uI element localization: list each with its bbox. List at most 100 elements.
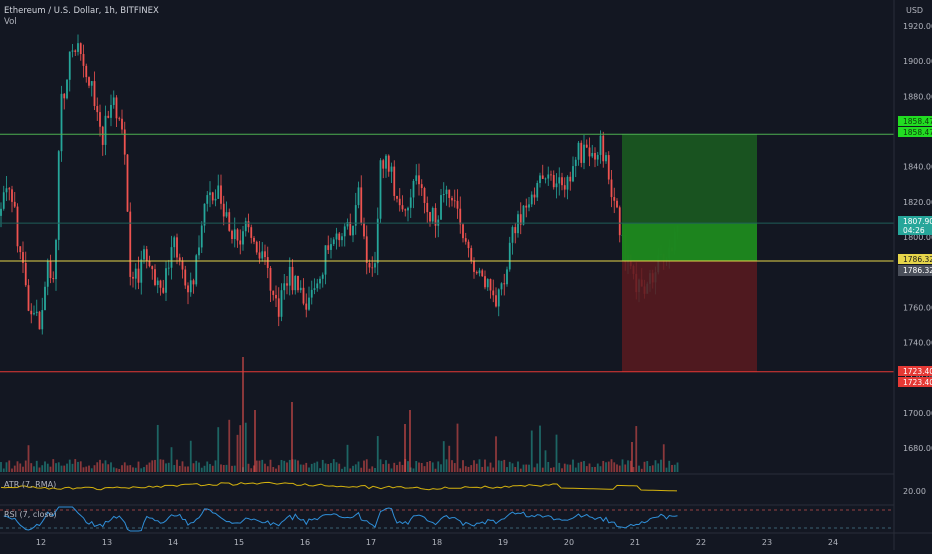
volume-legend[interactable]: Vol [4, 17, 17, 27]
volume-bar [544, 450, 547, 472]
candle-body [90, 81, 93, 86]
atr-legend[interactable]: ATR (7, RMA) [4, 480, 56, 489]
time-axis[interactable]: 12 13 14 15 16 17 18 19 20 21 22 23 24 [36, 538, 838, 547]
candle-body [495, 295, 497, 307]
candle-body [514, 227, 517, 234]
candle-body [464, 238, 467, 242]
candle-body [225, 212, 228, 217]
candle-body [555, 183, 558, 188]
candle-body [547, 174, 550, 179]
volume-bar [280, 459, 283, 472]
candle-body [33, 313, 35, 315]
candle-body [118, 118, 121, 120]
volume-bar [453, 463, 456, 472]
symbol-title[interactable]: Ethereum / U.S. Dollar, 1h, BITFINEX [4, 6, 159, 16]
volume-bar [651, 465, 654, 472]
candle-body [258, 252, 261, 259]
candle-body [228, 212, 231, 231]
volume-bar [68, 459, 71, 472]
candle-body [101, 126, 104, 145]
candle-body [594, 153, 596, 160]
candle-body [401, 205, 404, 210]
rsi-pane[interactable] [0, 506, 894, 532]
volume-bar [63, 465, 66, 472]
volume-bar [66, 463, 68, 472]
candle-body [605, 155, 607, 162]
loss-zone[interactable] [622, 261, 757, 372]
candle-body [294, 275, 297, 291]
volume-bar [0, 462, 2, 472]
candle-body [49, 260, 52, 279]
candle-body [497, 289, 500, 307]
volume-bar [217, 427, 220, 472]
candle-body [302, 287, 305, 304]
volume-bar [30, 463, 33, 472]
price-tick-label: 1760.00 [903, 303, 932, 312]
volume-bar [470, 465, 473, 472]
candle-body [541, 175, 544, 179]
volume-bar [591, 466, 594, 472]
volume-bar [338, 463, 341, 472]
volume-bar [585, 466, 588, 472]
volume-bar [299, 464, 302, 472]
countdown-text: 04:26 [903, 226, 925, 235]
volume-bar [514, 467, 517, 472]
volume-bar [660, 459, 662, 472]
candle-body [618, 207, 621, 236]
volume-bar [231, 465, 233, 472]
volume-bar [563, 463, 566, 472]
volume-bar [676, 462, 679, 472]
candle-body [363, 223, 365, 237]
profit-zone-active[interactable] [622, 223, 757, 262]
volume-bar [324, 463, 327, 472]
candle-body [41, 310, 44, 330]
volume-bar [99, 459, 101, 472]
volume-bar [253, 465, 255, 472]
candle-body [445, 189, 448, 195]
volume-bar [632, 467, 635, 472]
candle-body [599, 135, 602, 155]
volume-bar [440, 464, 442, 472]
candle-body [38, 311, 41, 330]
candle-body [299, 287, 302, 291]
atr-pane[interactable] [0, 481, 678, 492]
volume-bar [250, 468, 253, 472]
candle-body [352, 225, 354, 236]
volume-bar [522, 464, 525, 472]
candle-body [148, 261, 151, 267]
candle-body [231, 230, 233, 240]
volume-bar [574, 467, 577, 472]
candle-body [71, 50, 74, 52]
volume-bar [22, 466, 24, 472]
rsi-line [3, 506, 678, 532]
volume-bar [77, 461, 79, 472]
volume-bar [156, 424, 159, 472]
candle-body [561, 177, 563, 186]
candle-body [420, 184, 423, 189]
volume-bar [390, 468, 393, 472]
rsi-legend[interactable]: RSI (7, close) [4, 510, 57, 519]
candle-body [434, 207, 437, 226]
candle-body [390, 166, 393, 172]
candle-body [596, 154, 599, 160]
candle-body [35, 311, 38, 314]
volume-bar [261, 459, 264, 472]
volume-bar [539, 425, 541, 472]
candle-body [192, 280, 195, 285]
candle-body [244, 221, 247, 232]
volume-bar [552, 467, 555, 472]
atr-axis-label: 20.00 [903, 487, 926, 496]
entry-badge-text-a: 1786.32 [903, 255, 932, 264]
candle-body [330, 244, 332, 250]
price-tick-label: 1740.00 [903, 339, 932, 348]
volume-bar [239, 425, 242, 472]
candle-body [404, 209, 407, 211]
candle-body [283, 283, 286, 291]
candle-body [272, 290, 275, 295]
candle-body [418, 175, 420, 185]
candle-body [176, 237, 178, 258]
volume-bar [258, 460, 261, 472]
volume-bar [555, 434, 558, 472]
